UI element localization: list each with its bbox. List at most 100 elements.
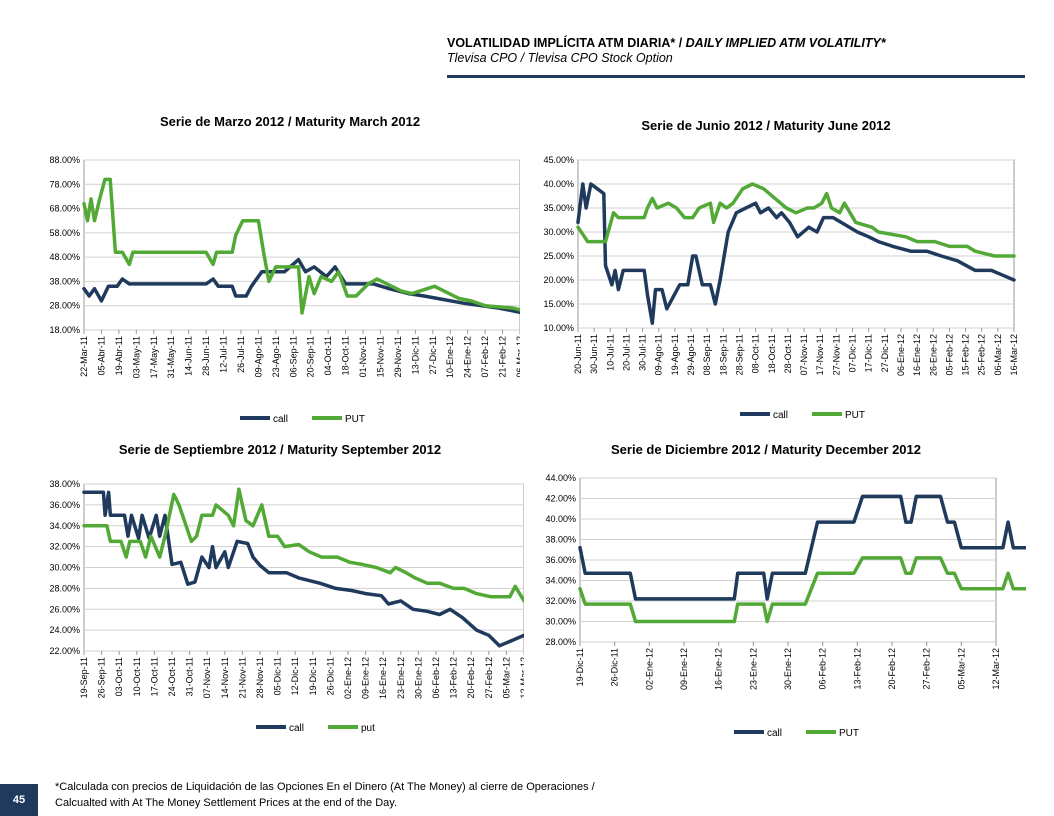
x-tick-label: 27-Dic-11: [880, 334, 890, 372]
y-tick-label: 68.00%: [49, 204, 80, 214]
x-tick-label: 30-Jun-11: [589, 334, 599, 374]
x-tick-label: 27-Dic-11: [428, 336, 438, 374]
x-tick-label: 19-Abr-11: [114, 336, 124, 375]
series-line-put: [82, 177, 520, 315]
x-tick-label: 12-Jul-11: [219, 336, 229, 373]
plot-frame: [577, 159, 1015, 329]
x-tick-label: 12-Dic-11: [290, 657, 300, 695]
y-tick-label: 25.00%: [543, 251, 574, 261]
series-line-call: [578, 494, 1026, 601]
title-separator: /: [675, 36, 686, 50]
y-tick-label: 30.00%: [543, 227, 574, 237]
x-tick-label: 26-Jul-11: [236, 336, 246, 373]
x-tick-label: 17-Oct-11: [149, 657, 159, 696]
x-tick-label: 05-Mar-12: [501, 657, 511, 699]
x-tick-label: 07-Dic-11: [848, 334, 858, 372]
chart-september-2012: Serie de Septiembre 2012 / Maturity Sept…: [30, 436, 524, 740]
x-tick-label: 17-May-11: [149, 336, 159, 378]
x-tick-label: 06-Feb-12: [431, 657, 441, 699]
x-tick-label: 31-Oct-11: [185, 657, 195, 696]
x-tick-label: 18-Sep-11: [718, 334, 728, 375]
x-tick-label: 14-Nov-11: [220, 657, 230, 698]
x-tick-label: 17-Nov-11: [815, 334, 825, 375]
x-tick-label: 26-Dic-11: [325, 657, 335, 695]
y-tick-label: 36.00%: [545, 555, 576, 565]
title-spanish: VOLATILIDAD IMPLÍCITA ATM DIARIA*: [447, 36, 676, 50]
x-tick-label: 19-Dic-11: [575, 648, 585, 686]
x-tick-label: 26-Sep-11: [97, 657, 107, 698]
y-tick-label: 40.00%: [545, 514, 576, 524]
title-english: DAILY IMPLIED ATM VOLATILITY*: [685, 36, 886, 50]
chart-svg: Serie de Diciembre 2012 / Maturity Decem…: [545, 442, 1026, 739]
x-tick-label: 07-Nov-11: [202, 657, 212, 698]
x-tick-label: 22-Mar-11: [79, 336, 89, 377]
x-tick-label: 30-Jul-11: [638, 334, 648, 371]
x-tick-label: 16-Mar-12: [1009, 334, 1019, 376]
y-tick-label: 38.00%: [49, 479, 80, 489]
x-tick-label: 09-Ago-11: [654, 334, 664, 375]
y-tick-label: 20.00%: [543, 275, 574, 285]
x-tick-label: 06-Ene-12: [896, 334, 906, 376]
x-tick-label: 07-Nov-11: [799, 334, 809, 375]
x-tick-label: 24-Ene-12: [463, 336, 473, 378]
y-tick-label: 28.00%: [545, 637, 576, 647]
x-tick-label: 13-Feb-12: [852, 648, 862, 690]
y-tick-label: 24.00%: [49, 625, 80, 635]
y-tick-label: 34.00%: [545, 576, 576, 586]
x-tick-label: 16-Ene-12: [714, 648, 724, 690]
x-tick-label: 20-Jul-11: [621, 334, 631, 371]
x-tick-label: 18-Oct-11: [341, 336, 351, 375]
x-tick-label: 08-Oct-11: [751, 334, 761, 373]
x-tick-label: 19-Ago-11: [670, 334, 680, 375]
x-tick-label: 23-Ene-12: [396, 657, 406, 699]
x-tick-label: 19-Dic-11: [308, 657, 318, 695]
legend-label: call: [289, 723, 304, 734]
x-tick-label: 04-Oct-11: [323, 336, 333, 375]
chart-december-2012: Serie de Diciembre 2012 / Maturity Decem…: [526, 436, 1026, 746]
page-title: VOLATILIDAD IMPLÍCITA ATM DIARIA* / DAIL…: [447, 36, 1025, 50]
y-tick-label: 78.00%: [49, 179, 80, 189]
x-tick-label: 15-Nov-11: [375, 336, 385, 377]
legend-label: PUT: [839, 728, 859, 739]
legend-label: call: [773, 410, 788, 421]
legend-label: PUT: [845, 410, 865, 421]
y-tick-label: 18.00%: [49, 325, 80, 335]
x-tick-label: 08-Sep-11: [702, 334, 712, 375]
chart-title: Serie de Junio 2012 / Maturity June 2012: [641, 118, 890, 133]
x-tick-label: 24-Oct-11: [167, 657, 177, 696]
x-tick-label: 14-Jun-11: [184, 336, 194, 376]
y-tick-label: 34.00%: [49, 521, 80, 531]
y-tick-label: 35.00%: [543, 203, 574, 213]
x-tick-label: 28-Sep-11: [734, 334, 744, 375]
x-tick-label: 13-Dic-11: [410, 336, 420, 374]
footnote-line-1: *Calculada con precios de Liquidación de…: [55, 781, 595, 793]
y-tick-label: 26.00%: [49, 604, 80, 614]
x-tick-label: 16-Ene-12: [912, 334, 922, 376]
x-tick-label: 09-Ene-12: [679, 648, 689, 690]
x-tick-label: 26-Dic-11: [610, 648, 620, 686]
x-tick-label: 27-Nov-11: [831, 334, 841, 375]
y-tick-label: 28.00%: [49, 583, 80, 593]
x-tick-label: 26-Ene-12: [928, 334, 938, 376]
legend-label: call: [767, 728, 782, 739]
y-tick-label: 40.00%: [543, 179, 574, 189]
x-tick-label: 16-Ene-12: [378, 657, 388, 699]
chart-svg: Serie de Marzo 2012 / Maturity March 201…: [49, 114, 520, 425]
x-tick-label: 30-Ene-12: [783, 648, 793, 690]
header-rule: [447, 75, 1025, 78]
x-tick-label: 31-May-11: [166, 336, 176, 378]
x-tick-label: 10-Jul-11: [605, 334, 615, 371]
y-tick-label: 10.00%: [543, 323, 574, 333]
footnote-line-2: Calcualted with At The Money Settlement …: [55, 797, 397, 809]
x-tick-label: 03-May-11: [131, 336, 141, 378]
x-tick-label: 29-Nov-11: [393, 336, 403, 377]
chart-svg: Serie de Septiembre 2012 / Maturity Sept…: [49, 442, 524, 734]
chart-title: Serie de Diciembre 2012 / Maturity Decem…: [611, 442, 921, 457]
x-tick-label: 10-Oct-11: [132, 657, 142, 696]
x-tick-label: 27-Feb-12: [922, 648, 932, 690]
x-tick-label: 15-Feb-12: [961, 334, 971, 376]
y-tick-label: 22.00%: [49, 646, 80, 656]
x-tick-label: 28-Jun-11: [201, 336, 211, 376]
x-tick-label: 28-Oct-11: [783, 334, 793, 373]
series-line-put: [576, 182, 1016, 258]
